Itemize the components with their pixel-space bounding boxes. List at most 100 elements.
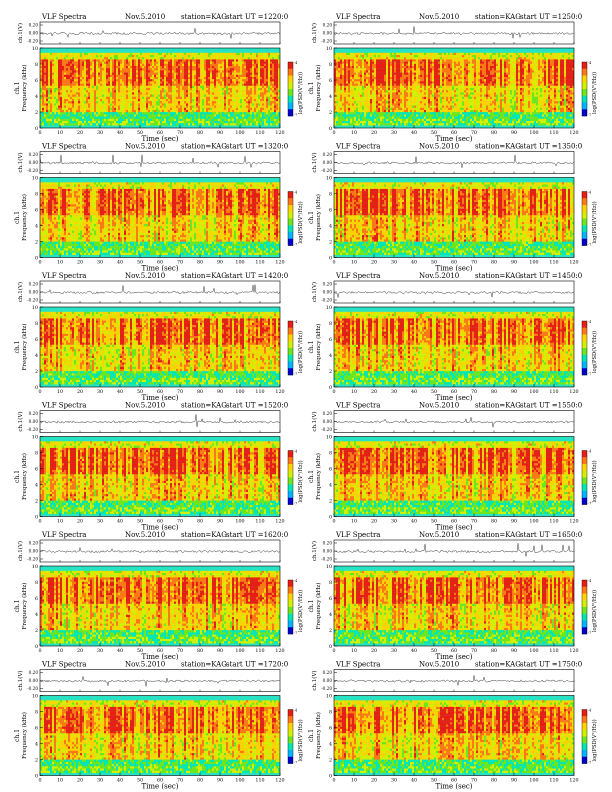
panel-start-time: start UT =1620:0 <box>226 531 288 539</box>
colorbar-segment <box>288 491 293 498</box>
colorbar-tick-label: -7 <box>588 761 591 765</box>
x-tick-label: 40 <box>117 648 123 654</box>
panel-start-time: start UT =1550:0 <box>520 402 582 410</box>
panel-date: Nov.5.2010 <box>125 143 165 151</box>
waveform-axis-label: ch.1(V) <box>311 23 318 43</box>
x-tick-label: 110 <box>549 648 558 654</box>
panel-title: VLF Spectra <box>41 13 86 21</box>
panel-9: VLF Spectra Nov.5.2010 station=KAG start UT… <box>14 531 304 661</box>
colorbar-segment <box>582 109 587 116</box>
x-tick-label: 90 <box>217 389 223 395</box>
waveform-tick-label: 0.20 <box>29 670 39 675</box>
x-tick-label: 120 <box>275 778 284 784</box>
colorbar-segment <box>288 341 293 348</box>
waveform-tick-label: -0.20 <box>321 298 332 303</box>
x-tick-label: 80 <box>197 260 203 266</box>
spectrogram-cells <box>40 182 280 255</box>
waveform-tick-label: -0.20 <box>27 168 38 173</box>
y-tick-label: 6 <box>329 337 332 343</box>
x-tick-label: 80 <box>491 389 497 395</box>
colorbar-segment <box>582 225 587 232</box>
panel-11: VLF Spectra Nov.5.2010 station=KAG start UT… <box>14 661 304 791</box>
spectrogram-cells <box>40 441 280 514</box>
panel-12: VLF Spectra Nov.5.2010 station=KAG start UT… <box>308 661 598 791</box>
x-tick-label: 80 <box>491 260 497 266</box>
waveform-tick-label: 0.20 <box>29 23 39 28</box>
colorbar-segment <box>288 103 293 110</box>
colorbar-segment <box>288 89 293 96</box>
colorbar-tick-label: -4 <box>588 579 591 583</box>
x-tick-label: 100 <box>529 778 538 784</box>
panel-station: station=KAG <box>181 143 227 151</box>
y-tick-label: 8 <box>35 191 38 197</box>
spectrogram-cells <box>334 312 574 385</box>
colorbar-segment <box>582 587 587 594</box>
panel-7: VLF Spectra Nov.5.2010 station=KAG start UT… <box>14 402 304 532</box>
panel-date: Nov.5.2010 <box>419 272 459 280</box>
y-tick-label: 6 <box>35 466 38 472</box>
x-tick-label: 90 <box>217 130 223 136</box>
panel-station: station=KAG <box>475 272 521 280</box>
colorbar-label: log(PSD(V²/Hz)) <box>297 460 304 502</box>
panel-title: VLF Spectra <box>41 661 86 669</box>
colorbar-label: log(PSD(V²/Hz)) <box>591 590 598 632</box>
colorbar-segment <box>582 750 587 757</box>
y-tick-label: 2 <box>35 369 38 375</box>
colorbar-tick-label: -7 <box>294 502 297 506</box>
panel-station: station=KAG <box>475 13 521 21</box>
colorbar-segment <box>582 198 587 205</box>
colorbar-tick-label: -4 <box>588 61 591 65</box>
colorbar-segment <box>582 232 587 239</box>
waveform-axis-label: ch.1(V) <box>311 411 318 431</box>
x-tick-label: 0 <box>38 389 41 395</box>
waveform-tick-label: 0.00 <box>323 160 333 165</box>
x-tick-label: 10 <box>351 260 357 266</box>
colorbar-segment <box>288 321 293 328</box>
waveform-axis-label: ch.1(V) <box>17 670 24 690</box>
colorbar-segment <box>288 627 293 634</box>
waveform-axis-label: ch.1(V) <box>17 152 24 172</box>
y-tick-label: 4 <box>35 223 38 229</box>
panel-title: VLF Spectra <box>335 13 380 21</box>
colorbar-segment <box>288 478 293 485</box>
y-tick-label: 6 <box>329 466 332 472</box>
x-tick-label: 110 <box>549 389 558 395</box>
x-tick-label: 0 <box>332 778 335 784</box>
colorbar-label: log(PSD(V²/Hz)) <box>591 72 598 114</box>
colorbar-segment <box>288 580 293 587</box>
colorbar-segment <box>288 205 293 212</box>
x-tick-label: 120 <box>569 519 578 525</box>
waveform-axis-label: ch.1(V) <box>311 670 318 690</box>
x-tick-label: 110 <box>255 389 264 395</box>
colorbar-tick-label: -4 <box>294 709 297 713</box>
y-tick-label: 10 <box>326 693 332 699</box>
series-channel-label: ch.1 <box>308 600 315 613</box>
panel-date: Nov.5.2010 <box>125 402 165 410</box>
panel-8: VLF Spectra Nov.5.2010 station=KAG start UT… <box>308 402 598 532</box>
y-tick-label: 6 <box>35 207 38 213</box>
colorbar-tick-label: -7 <box>294 243 297 247</box>
y-tick-label: 4 <box>329 741 332 747</box>
colorbar-segment <box>582 368 587 375</box>
y-tick-label: 6 <box>329 725 332 731</box>
colorbar-label: log(PSD(V²/Hz)) <box>297 590 304 632</box>
time-axis-label: Time (sec) <box>141 783 178 791</box>
colorbar-segment <box>582 219 587 226</box>
panel-date: Nov.5.2010 <box>125 13 165 21</box>
y-tick-label: 2 <box>35 498 38 504</box>
x-tick-label: 20 <box>77 648 83 654</box>
x-tick-label: 0 <box>332 389 335 395</box>
x-tick-label: 20 <box>371 260 377 266</box>
x-tick-label: 40 <box>411 130 417 136</box>
waveform-tick-label: 0.20 <box>29 282 39 287</box>
colorbar-segment <box>288 757 293 764</box>
frequency-axis-label: Frequency (kHz) <box>21 65 28 112</box>
colorbar-segment <box>288 594 293 601</box>
x-tick-label: 10 <box>57 260 63 266</box>
colorbar-segment <box>288 716 293 723</box>
x-tick-label: 20 <box>371 130 377 136</box>
panel-station: station=KAG <box>181 13 227 21</box>
x-tick-label: 20 <box>77 519 83 525</box>
panel-start-time: start UT =1250:0 <box>520 13 582 21</box>
y-tick-label: 10 <box>326 305 332 311</box>
